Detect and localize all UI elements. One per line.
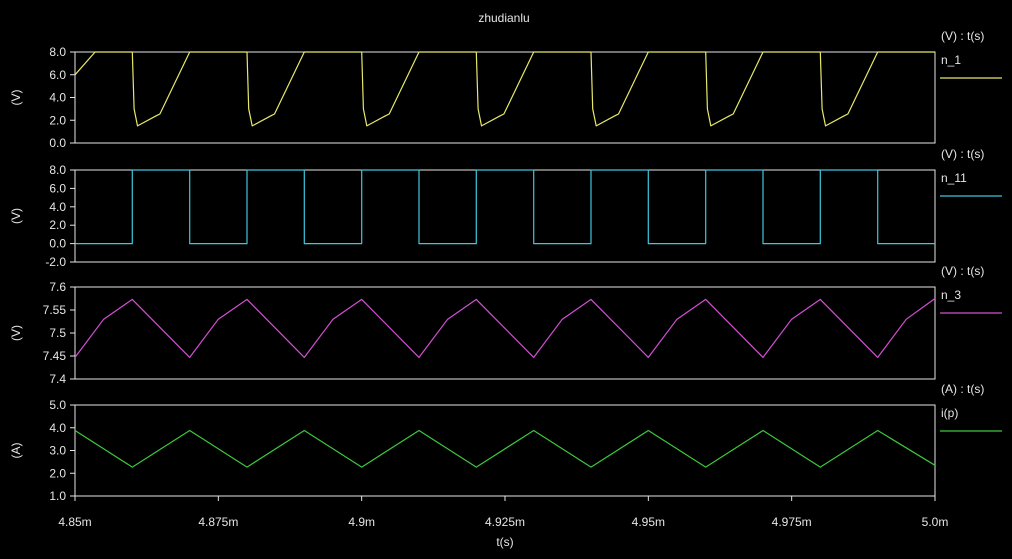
y-tick-label: 2.0 (49, 466, 66, 480)
y-tick-label: 7.45 (43, 349, 67, 363)
y-tick-label: 7.55 (43, 303, 67, 317)
y-tick-label: 2.0 (49, 113, 66, 127)
y-tick-label: 7.6 (49, 280, 66, 294)
x-tick-label: 5.0m (922, 515, 949, 529)
x-tick-label: 4.95m (632, 515, 665, 529)
y-axis-label: (V) (9, 90, 23, 106)
plot-frame (74, 286, 936, 380)
y-tick-label: 8.0 (49, 45, 66, 59)
plot-panels: 0.0 2.0 4.0 6.0 8.0 (V) (V) : t(s) n_1 -2.0 0.0 2.… (9, 29, 1002, 549)
series-line-n_11 (75, 169, 935, 245)
y-tick-label: 0.0 (49, 237, 66, 251)
legend-header: (V) : t(s) (941, 29, 984, 43)
y-tick-label: 5.0 (49, 398, 66, 412)
legend-entry-label: n_1 (941, 53, 961, 67)
series-line-n_3 (74, 298, 936, 358)
legend-header: (V) : t(s) (941, 264, 984, 278)
x-tick-label: 4.875m (198, 515, 238, 529)
y-tick-label: 4.0 (49, 91, 66, 105)
y-tick-label: 7.4 (49, 372, 66, 386)
plot-panel-4: 1.0 2.0 3.0 4.0 5.0 (A) (A) : t(s) i(p) 4.85m 4.8… (9, 382, 1002, 549)
plot-frame (74, 169, 936, 263)
plot-frame (74, 404, 936, 497)
plot-panel-1: 0.0 2.0 4.0 6.0 8.0 (V) (V) : t(s) n_1 (9, 29, 1002, 150)
y-tick-label: 1.0 (49, 489, 66, 503)
y-tick-label: 8.0 (49, 163, 66, 177)
x-tick-label: 4.85m (58, 515, 91, 529)
plot-panel-3: 7.4 7.45 7.5 7.55 7.6 (V) (V) : t(s) n_3 (9, 264, 1002, 386)
legend-entry-label: n_3 (941, 288, 961, 302)
legend-entry-label: i(p) (941, 406, 958, 420)
series-line-n_1 (74, 51, 935, 127)
y-tick-label: 6.0 (49, 181, 66, 195)
series-line-i(p) (74, 429, 936, 468)
legend-header: (A) : t(s) (941, 382, 984, 396)
y-tick-label: 6.0 (49, 68, 66, 82)
x-tick-label: 4.9m (348, 515, 375, 529)
x-tick-label: 4.925m (485, 515, 525, 529)
y-tick-label: 0.0 (49, 136, 66, 150)
y-axis-label: (V) (9, 208, 23, 224)
plot-panel-2: -2.0 0.0 2.0 4.0 6.0 8.0 (V) (V) : t(s) n_11 (9, 147, 1002, 269)
y-tick-label: 4.0 (49, 200, 66, 214)
legend-entry-label: n_11 (941, 171, 967, 185)
x-tick-label: 4.975m (772, 515, 812, 529)
y-tick-label: 2.0 (49, 218, 66, 232)
y-tick-label: 3.0 (49, 444, 66, 458)
y-tick-label: 4.0 (49, 421, 66, 435)
x-axis-label: t(s) (496, 535, 513, 549)
y-tick-label: 7.5 (49, 326, 66, 340)
y-axis-label: (A) (9, 443, 23, 459)
legend-header: (V) : t(s) (941, 147, 984, 161)
plot-frame (74, 51, 936, 144)
y-tick-label: -2.0 (45, 255, 66, 269)
window-title: zhudianlu (478, 11, 529, 25)
y-axis-label: (V) (9, 325, 23, 341)
